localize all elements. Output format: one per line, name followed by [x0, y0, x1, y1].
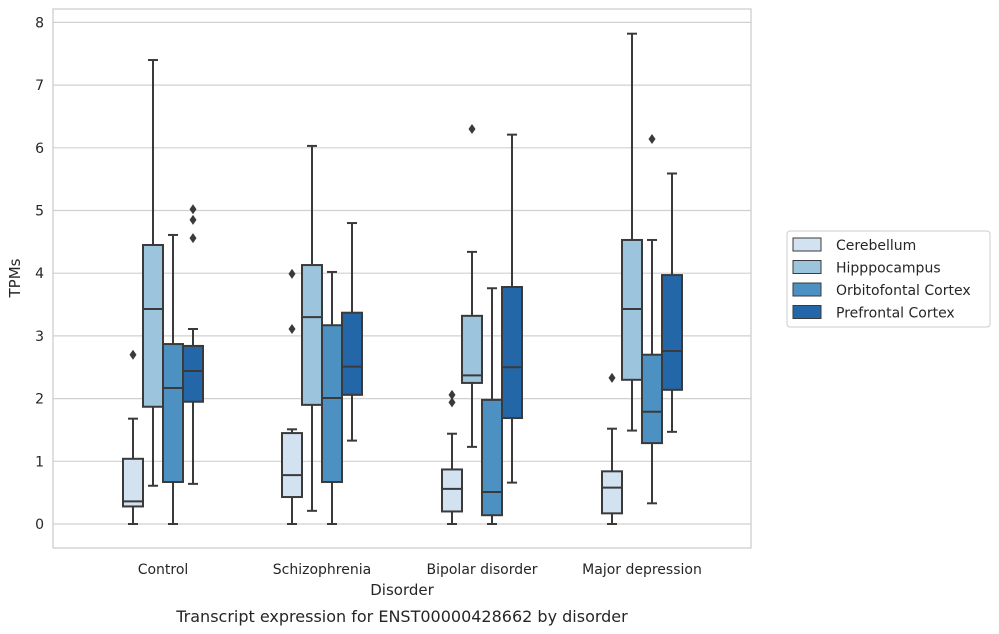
iqr-box [182, 344, 204, 403]
iqr-box [661, 274, 683, 391]
outlier-point [468, 123, 476, 134]
outlier-point [648, 134, 656, 145]
x-tick-label: Major depression [582, 562, 702, 578]
y-axis-label: TPMs [6, 258, 24, 298]
iqr-box [341, 311, 363, 396]
box-prefrontal-cortex [501, 133, 523, 484]
outlier-point [288, 324, 296, 335]
legend-swatch [792, 237, 822, 252]
legend-swatch [792, 305, 822, 319]
outlier-point [448, 397, 456, 408]
iqr-box [501, 285, 523, 420]
box-cerebellum [281, 268, 303, 525]
legend-label: Cerebellum [836, 238, 916, 254]
box-series [122, 32, 683, 525]
legend-frame [786, 230, 991, 328]
legend-label: Orbitofontal Cortex [836, 283, 971, 299]
x-tick-label: Bipolar disorder [426, 562, 537, 578]
legend-label: Prefrontal Cortex [836, 306, 955, 322]
y-tick-label: 5 [35, 204, 44, 220]
iqr-box [461, 314, 483, 384]
outlier-point [608, 372, 616, 383]
y-tick-label: 7 [35, 78, 44, 94]
y-axis-ticks: 0 1 2 3 4 5 6 7 8 [35, 15, 44, 533]
iqr-box [301, 264, 323, 406]
outlier-point [189, 233, 197, 244]
y-tick-label: 4 [35, 266, 44, 282]
box-orbitofontal-cortex [162, 233, 184, 525]
box-orbitofontal-cortex [321, 270, 343, 525]
x-axis-label: Disorder [370, 581, 434, 599]
y-tick-label: 1 [35, 454, 44, 470]
box-prefrontal-cortex [182, 204, 204, 485]
y-tick-label: 3 [35, 329, 44, 345]
iqr-box [481, 398, 503, 517]
iqr-box [281, 432, 303, 499]
y-tick-label: 8 [35, 15, 44, 31]
y-tick-label: 2 [35, 392, 44, 408]
box-hipppocampus [621, 32, 643, 432]
outlier-point [129, 349, 137, 360]
x-axis-ticks: Control Schizophrenia Bipolar disorder Majo… [138, 562, 702, 578]
outlier-point [189, 204, 197, 215]
iqr-box [321, 324, 343, 483]
legend-label: Hipppocampus [836, 261, 941, 277]
legend-swatch [792, 260, 822, 274]
x-tick-label: Schizophrenia [273, 562, 371, 578]
iqr-box [641, 353, 663, 445]
outlier-point [189, 214, 197, 225]
iqr-box [122, 457, 144, 508]
box-cerebellum [122, 349, 144, 525]
box-cerebellum [441, 389, 463, 525]
box-orbitofontal-cortex [481, 287, 503, 525]
iqr-box [441, 468, 463, 513]
box-orbitofontal-cortex [641, 134, 663, 505]
x-tick-label: Control [138, 562, 189, 578]
outlier-point [288, 268, 296, 279]
box-cerebellum [601, 372, 623, 525]
y-tick-label: 0 [35, 517, 44, 533]
outlier-point [448, 389, 456, 400]
box-hipppocampus [142, 59, 164, 487]
chart-title: Transcript expression for ENST0000042866… [175, 607, 628, 626]
box-prefrontal-cortex [661, 172, 683, 433]
iqr-box [601, 470, 623, 515]
box-prefrontal-cortex [341, 222, 363, 442]
plot-frame [52, 8, 752, 549]
iqr-box [142, 243, 164, 408]
legend-swatch [792, 282, 822, 297]
legend: Cerebellum Hipppocampus Orbitofontal Corte… [786, 230, 991, 328]
y-tick-label: 6 [35, 141, 44, 157]
iqr-box [162, 343, 184, 483]
box-hipppocampus [461, 123, 483, 448]
